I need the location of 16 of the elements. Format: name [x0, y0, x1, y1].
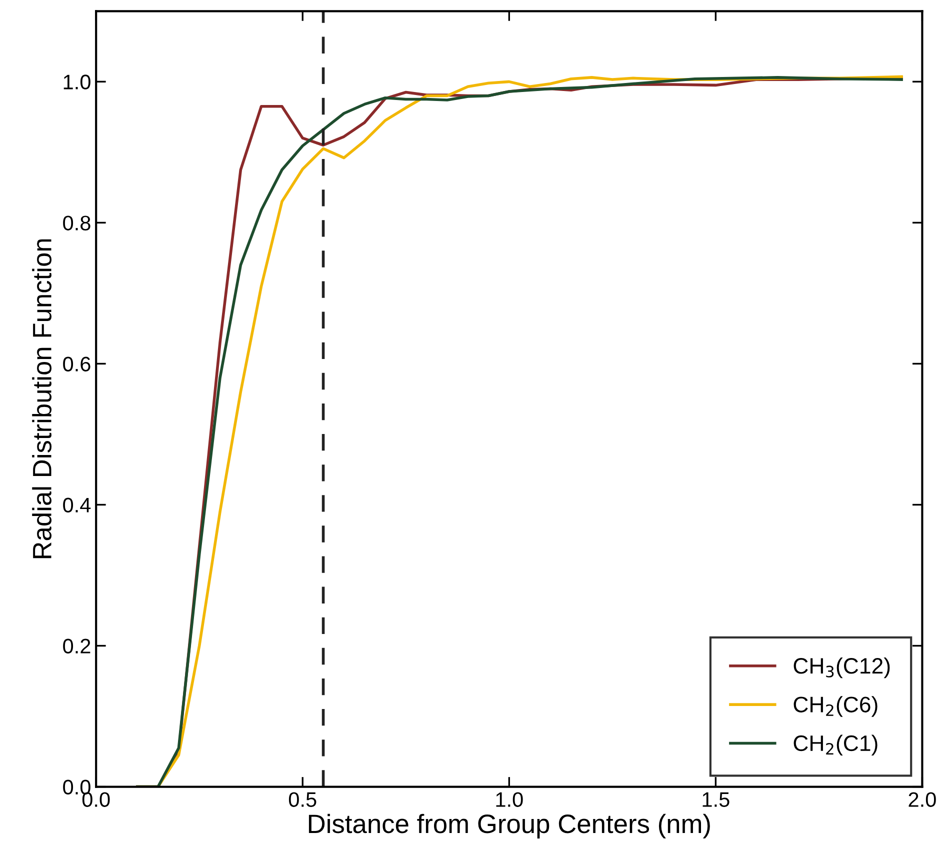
legend-label: CH$_{2}$(C6) — [794, 696, 878, 717]
y-tick-label: 0.0 — [63, 780, 90, 795]
y-tick-label: 0.4 — [63, 498, 91, 512]
y-tick-label: 0.2 — [63, 638, 90, 654]
x-tick-label: 1.0 — [496, 792, 523, 807]
y-tick-label: 1.0 — [64, 74, 90, 90]
x-tick-label: 1.5 — [702, 792, 730, 807]
y-axis-title: Radial Distribution Function — [32, 239, 52, 558]
x-tick-label: 0.0 — [82, 792, 110, 807]
x-tick-label: 2.0 — [908, 792, 936, 807]
y-tick-label: 0.8 — [63, 216, 90, 230]
x-axis-title: Distance from Group Centers (nm) — [308, 814, 710, 838]
legend-label: CH$_{3}$(C12) — [794, 657, 890, 678]
x-tick-label: 0.5 — [288, 792, 316, 807]
legend-label: CH$_{2}$(C1) — [794, 734, 878, 756]
y-tick-label: 0.6 — [63, 356, 90, 372]
